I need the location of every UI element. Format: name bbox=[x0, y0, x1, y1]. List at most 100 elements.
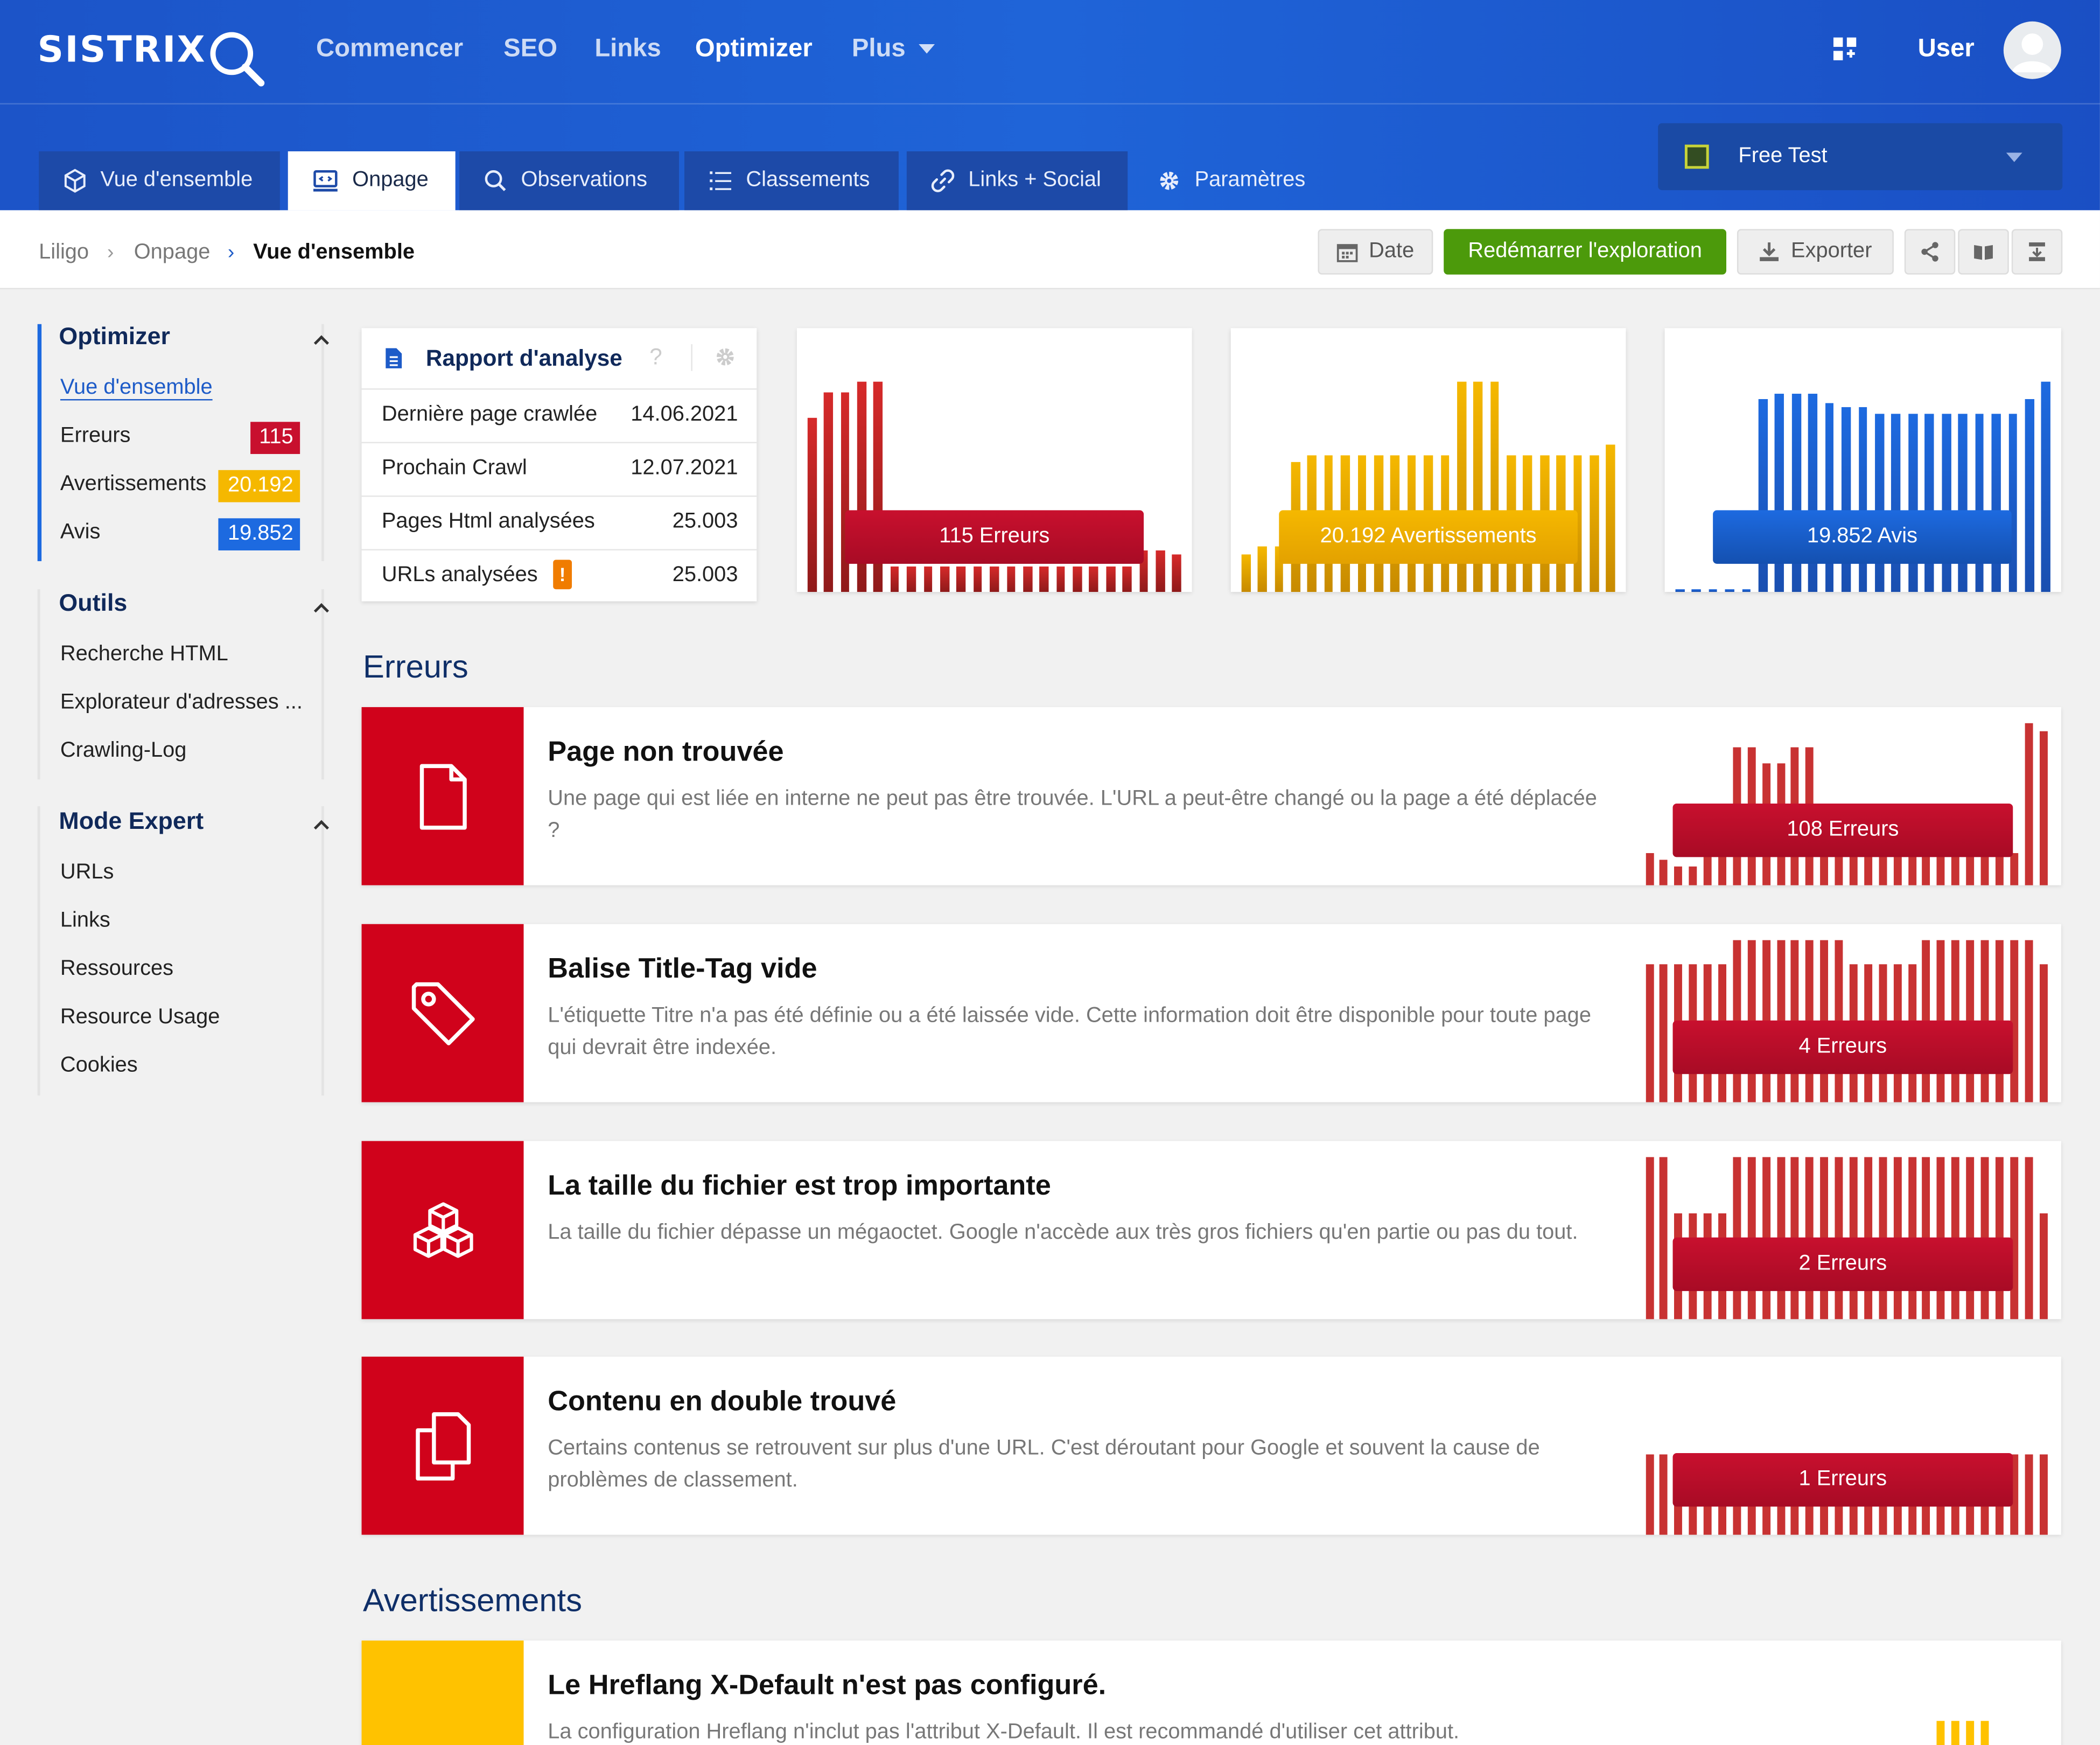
report-button[interactable] bbox=[2011, 229, 2063, 275]
chart-bar bbox=[1966, 853, 1975, 885]
sidebar-item-avis[interactable]: Avis bbox=[60, 521, 101, 544]
nav-optimizer[interactable]: Optimizer bbox=[695, 34, 813, 63]
chart-bar bbox=[1023, 567, 1032, 592]
nav-links[interactable]: Links bbox=[594, 34, 661, 63]
export-label: Exporter bbox=[1791, 240, 1872, 263]
chart-bar bbox=[1864, 853, 1872, 885]
screen-icon bbox=[313, 170, 338, 192]
share-button[interactable] bbox=[1904, 229, 1956, 275]
restart-crawl-button[interactable]: Redémarrer l'exploration bbox=[1444, 229, 1727, 275]
tab-label: Classements bbox=[746, 169, 870, 192]
chart-bar bbox=[1675, 589, 1684, 592]
sidebar-item-ressources[interactable]: Ressources bbox=[60, 957, 174, 981]
issue-card[interactable]: Contenu en double trouvé Certains conten… bbox=[361, 1356, 2061, 1535]
issue-icon-tile bbox=[361, 707, 524, 885]
warning-badge[interactable]: ! bbox=[553, 560, 572, 590]
issue-title: Contenu en double trouvé bbox=[548, 1386, 897, 1417]
sidebar-item-avertissements[interactable]: Avertissements bbox=[60, 472, 207, 496]
warnings-summary-card[interactable]: 20.192 Avertissements bbox=[1230, 328, 1626, 592]
tab-vue-ensemble[interactable]: Vue d'ensemble bbox=[39, 151, 280, 211]
tab-label: Paramètres bbox=[1194, 169, 1306, 192]
sidebar-outils bbox=[37, 589, 324, 780]
issue-card[interactable]: La taille du fichier est trop importante… bbox=[361, 1141, 2061, 1320]
date-button[interactable]: Date bbox=[1318, 229, 1433, 275]
sistrix-logo[interactable]: SISTRIX bbox=[37, 29, 207, 71]
sidebar-optimizer-title[interactable]: Optimizer bbox=[59, 323, 170, 350]
sidebar-expert-title[interactable]: Mode Expert bbox=[59, 807, 204, 835]
apps-grid-icon[interactable] bbox=[1832, 36, 1859, 63]
report-card bbox=[361, 328, 757, 602]
chart-bar bbox=[1606, 444, 1616, 592]
date-label: Date bbox=[1369, 240, 1415, 263]
user-name[interactable]: User bbox=[1917, 34, 1975, 63]
tab-classements[interactable]: Classements bbox=[684, 151, 899, 211]
issue-icon-tile bbox=[361, 1141, 524, 1320]
issue-title: Page non trouvée bbox=[548, 736, 784, 767]
issue-count-pill: 108 Erreurs bbox=[1672, 803, 2013, 857]
sidebar-item-links[interactable]: Links bbox=[60, 909, 110, 932]
sidebar-item-recherche-html[interactable]: Recherche HTML bbox=[60, 643, 228, 666]
sidebar-item-urls[interactable]: URLs bbox=[60, 861, 114, 884]
chart-bar bbox=[1858, 407, 1868, 592]
avis-badge: 19.852 bbox=[218, 518, 300, 550]
sidebar-mode-expert bbox=[37, 806, 324, 1096]
chart-bar bbox=[1006, 567, 1016, 592]
chart-bar bbox=[2041, 381, 2051, 592]
tab-label: Onpage bbox=[352, 169, 429, 192]
chart-bar bbox=[2024, 723, 2033, 885]
divider bbox=[691, 344, 692, 371]
chart-bar bbox=[1691, 589, 1701, 592]
tab-parametres[interactable]: Paramètres bbox=[1157, 151, 1305, 210]
chart-bar bbox=[1590, 455, 1599, 592]
sidebar-item-crawling-log[interactable]: Crawling-Log bbox=[60, 739, 187, 762]
sidebar-item-cookies[interactable]: Cookies bbox=[60, 1053, 138, 1077]
help-icon[interactable]: ? bbox=[649, 344, 662, 370]
notices-summary-card[interactable]: 19.852 Avis bbox=[1664, 328, 2061, 592]
sidebar-item-vue-ensemble[interactable]: Vue d'ensemble bbox=[60, 376, 213, 400]
chart-bar bbox=[1257, 546, 1267, 592]
issue-card[interactable]: Le Hreflang X-Default n'est pas configur… bbox=[361, 1641, 2061, 1745]
chart-bar bbox=[1937, 853, 1945, 885]
file-icon bbox=[419, 763, 466, 829]
nav-seo[interactable]: SEO bbox=[503, 34, 557, 63]
tab-links-social[interactable]: Links + Social bbox=[906, 151, 1128, 211]
chart-bar bbox=[990, 567, 999, 592]
report-value: 12.07.2021 bbox=[631, 456, 738, 480]
book-button[interactable] bbox=[1958, 229, 2009, 275]
chart-bar bbox=[2039, 1213, 2047, 1320]
nav-plus[interactable]: Plus bbox=[852, 35, 935, 65]
report-value: 25.003 bbox=[672, 510, 738, 533]
chart-bar bbox=[1980, 853, 1989, 885]
breadcrumb-current: Vue d'ensemble bbox=[253, 241, 415, 264]
copy-icon bbox=[415, 1411, 471, 1480]
project-selector[interactable]: Free Test bbox=[1658, 123, 2063, 191]
breadcrumb-onpage[interactable]: Onpage bbox=[134, 241, 211, 264]
tab-observations[interactable]: Observations bbox=[459, 151, 680, 211]
errors-summary-card[interactable]: 115 Erreurs bbox=[796, 328, 1192, 592]
issue-count-pill: 1 Erreurs bbox=[1672, 1453, 2013, 1507]
report-value: 25.003 bbox=[672, 563, 738, 587]
nav-commencer[interactable]: Commencer bbox=[316, 34, 464, 63]
warnings-count-pill: 20.192 Avertissements bbox=[1279, 510, 1578, 564]
report-label: Dernière page crawlée bbox=[381, 403, 598, 426]
gear-icon[interactable] bbox=[714, 346, 737, 368]
export-button[interactable]: Exporter bbox=[1737, 229, 1894, 275]
sidebar-item-explorateur[interactable]: Explorateur d'adresses ... bbox=[60, 691, 303, 714]
tab-onpage[interactable]: Onpage bbox=[288, 151, 456, 211]
issue-title: Le Hreflang X-Default n'est pas configur… bbox=[548, 1670, 1107, 1701]
chart-bar bbox=[1951, 1721, 1960, 1745]
avertissements-badge: 20.192 bbox=[218, 470, 300, 502]
sidebar-outils-title[interactable]: Outils bbox=[59, 589, 128, 616]
chart-bar bbox=[1645, 964, 1654, 1102]
avatar[interactable] bbox=[2003, 21, 2061, 79]
issue-card[interactable]: Page non trouvée Une page qui est liée e… bbox=[361, 707, 2061, 885]
issue-icon-tile bbox=[361, 1356, 524, 1535]
breadcrumb-liligo[interactable]: Liligo bbox=[39, 241, 89, 264]
issue-card[interactable]: Balise Title-Tag vide L'étiquette Titre … bbox=[361, 924, 2061, 1102]
chart-bar bbox=[1645, 1454, 1654, 1535]
sidebar-item-resource-usage[interactable]: Resource Usage bbox=[60, 1006, 220, 1029]
chart-bar bbox=[1172, 554, 1182, 592]
errors-section-title: Erreurs bbox=[363, 650, 468, 686]
issue-icon-tile bbox=[361, 1641, 524, 1745]
sidebar-item-erreurs[interactable]: Erreurs bbox=[60, 424, 131, 448]
